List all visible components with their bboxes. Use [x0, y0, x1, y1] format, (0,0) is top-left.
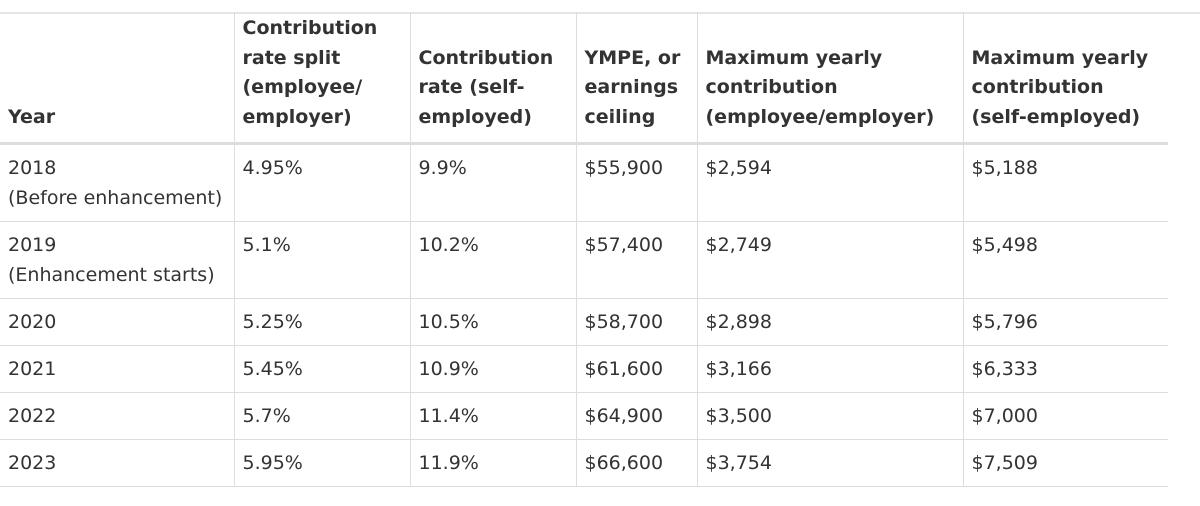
- cell-split: 5.95%: [233, 439, 410, 487]
- cell-max-self: $5,188: [962, 143, 1168, 222]
- cell-year: 2020: [0, 298, 234, 346]
- cell-max-self: $7,509: [962, 439, 1168, 487]
- cell-year: 2018 (Before enhancement): [0, 143, 234, 222]
- cell-split: 5.45%: [233, 345, 410, 393]
- header-row: Year Contribution rate split (employee/ …: [0, 12, 1168, 145]
- cell-ympe: $57,400: [575, 221, 697, 299]
- header-contribution-rate-split: Contribution rate split (employee/ emplo…: [233, 12, 410, 145]
- cell-max-self: $5,796: [962, 298, 1168, 346]
- table-row: 2022 5.7% 11.4% $64,900 $3,500 $7,000: [0, 392, 1168, 440]
- cell-year: 2021: [0, 345, 234, 393]
- cell-ympe: $66,600: [575, 439, 697, 487]
- cell-self: 11.4%: [409, 392, 576, 440]
- cell-max-employee: $3,754: [696, 439, 963, 487]
- cell-max-employee: $3,166: [696, 345, 963, 393]
- cell-max-self: $6,333: [962, 345, 1168, 393]
- cell-year: 2023: [0, 439, 234, 487]
- cell-self: 9.9%: [409, 143, 576, 222]
- cell-ympe: $55,900: [575, 143, 697, 222]
- cell-ympe: $61,600: [575, 345, 697, 393]
- cell-max-self: $7,000: [962, 392, 1168, 440]
- cell-self: 10.2%: [409, 221, 576, 299]
- cell-split: 4.95%: [233, 143, 410, 222]
- table-row: 2020 5.25% 10.5% $58,700 $2,898 $5,796: [0, 298, 1168, 346]
- cell-year: 2022: [0, 392, 234, 440]
- table-row: 2023 5.95% 11.9% $66,600 $3,754 $7,509: [0, 439, 1168, 487]
- header-contribution-rate-self-employed: Contribution rate (self- employed): [409, 12, 576, 145]
- header-year: Year: [0, 12, 234, 145]
- cell-self: 10.9%: [409, 345, 576, 393]
- cell-self: 10.5%: [409, 298, 576, 346]
- cell-max-self: $5,498: [962, 221, 1168, 299]
- table-row: 2021 5.45% 10.9% $61,600 $3,166 $6,333: [0, 345, 1168, 393]
- cell-split: 5.1%: [233, 221, 410, 299]
- cell-max-employee: $3,500: [696, 392, 963, 440]
- cell-ympe: $64,900: [575, 392, 697, 440]
- cell-max-employee: $2,898: [696, 298, 963, 346]
- cpp-contribution-table-container: Year Contribution rate split (employee/ …: [0, 12, 1168, 487]
- table-row: 2018 (Before enhancement) 4.95% 9.9% $55…: [0, 143, 1168, 222]
- header-ympe: YMPE, or earnings ceiling: [575, 12, 697, 145]
- table-row: 2019 (Enhancement starts) 5.1% 10.2% $57…: [0, 221, 1168, 299]
- cell-max-employee: $2,749: [696, 221, 963, 299]
- cell-self: 11.9%: [409, 439, 576, 487]
- header-max-self-employed: Maximum yearly contribution (self-employ…: [962, 12, 1168, 145]
- cpp-contribution-table: Year Contribution rate split (employee/ …: [0, 12, 1168, 487]
- header-max-employee-employer: Maximum yearly contribution (employee/em…: [696, 12, 963, 145]
- cell-split: 5.7%: [233, 392, 410, 440]
- cell-ympe: $58,700: [575, 298, 697, 346]
- cell-year: 2019 (Enhancement starts): [0, 221, 234, 299]
- cell-split: 5.25%: [233, 298, 410, 346]
- cell-max-employee: $2,594: [696, 143, 963, 222]
